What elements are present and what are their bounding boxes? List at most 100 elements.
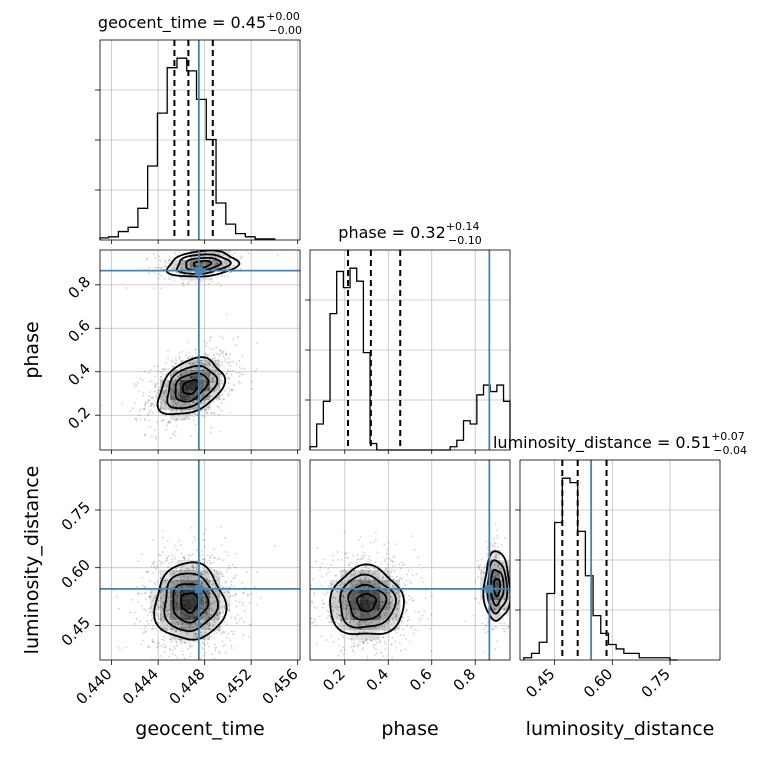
scatter-point bbox=[365, 565, 368, 568]
scatter-point bbox=[161, 373, 164, 376]
scatter-point bbox=[377, 609, 380, 612]
scatter-point bbox=[342, 646, 345, 649]
scatter-point bbox=[160, 605, 162, 608]
scatter-point bbox=[205, 623, 208, 625]
scatter-point bbox=[513, 571, 515, 573]
scatter-point bbox=[375, 641, 378, 644]
scatter-point bbox=[184, 617, 186, 620]
scatter-point bbox=[377, 606, 380, 609]
scatter-point bbox=[200, 572, 203, 575]
scatter-point bbox=[392, 619, 394, 622]
scatter-point bbox=[249, 623, 252, 626]
scatter-point bbox=[375, 604, 378, 606]
scatter-point bbox=[213, 262, 216, 265]
scatter-point bbox=[221, 609, 224, 612]
scatter-point bbox=[196, 382, 199, 385]
scatter-point bbox=[160, 605, 163, 608]
scatter-point bbox=[187, 602, 190, 605]
scatter-point bbox=[378, 585, 381, 588]
scatter-point bbox=[512, 593, 514, 595]
scatter-point bbox=[366, 641, 369, 644]
scatter-point bbox=[193, 412, 196, 415]
scatter-point bbox=[204, 571, 207, 574]
scatter-point bbox=[133, 611, 136, 614]
scatter-point bbox=[187, 386, 190, 389]
scatter-point bbox=[402, 628, 404, 631]
scatter-point bbox=[356, 616, 359, 618]
scatter-point bbox=[492, 628, 495, 631]
panel-frame-geocent_time-phase bbox=[99, 249, 301, 451]
scatter-point bbox=[497, 565, 500, 568]
scatter-point bbox=[165, 560, 168, 563]
scatter-point bbox=[219, 335, 222, 338]
scatter-point bbox=[405, 610, 408, 613]
scatter-point bbox=[400, 649, 403, 652]
scatter-point bbox=[233, 585, 236, 588]
scatter-point bbox=[340, 619, 343, 622]
scatter-point bbox=[344, 552, 347, 555]
scatter-point bbox=[392, 584, 395, 587]
scatter-point bbox=[178, 384, 181, 386]
scatter-point bbox=[374, 585, 377, 587]
scatter-point bbox=[142, 408, 145, 410]
scatter-point bbox=[344, 600, 347, 603]
scatter-point bbox=[184, 626, 187, 629]
density-cell bbox=[210, 570, 221, 581]
scatter-point bbox=[186, 386, 189, 388]
scatter-point bbox=[502, 562, 504, 564]
scatter-point bbox=[341, 595, 344, 598]
scatter-point bbox=[228, 377, 231, 379]
scatter-point bbox=[514, 555, 516, 557]
scatter-point bbox=[188, 626, 191, 628]
scatter-point bbox=[477, 575, 480, 578]
scatter-point bbox=[184, 384, 187, 386]
scatter-point bbox=[207, 390, 210, 392]
scatter-point bbox=[160, 597, 163, 600]
scatter-point bbox=[186, 601, 188, 604]
scatter-point bbox=[207, 616, 210, 619]
scatter-point bbox=[193, 616, 195, 619]
scatter-point bbox=[224, 607, 226, 609]
scatter-point bbox=[320, 562, 323, 565]
scatter-point bbox=[328, 621, 330, 624]
scatter-point bbox=[480, 571, 483, 574]
scatter-point bbox=[499, 614, 501, 616]
scatter-point bbox=[194, 367, 197, 370]
scatter-point bbox=[200, 396, 203, 398]
panel-frame-geocent_time-luminosity_distance bbox=[99, 459, 301, 661]
scatter-point bbox=[216, 669, 218, 671]
scatter-point bbox=[339, 614, 341, 616]
scatter-point bbox=[395, 591, 398, 594]
scatter-point bbox=[144, 625, 147, 628]
scatter-point bbox=[229, 370, 232, 372]
scatter-point bbox=[150, 565, 153, 568]
scatter-point bbox=[216, 261, 218, 264]
scatter-point bbox=[489, 599, 492, 602]
scatter-point bbox=[393, 578, 395, 581]
scatter-point bbox=[190, 389, 193, 391]
density-cell bbox=[490, 560, 501, 571]
scatter-point bbox=[195, 615, 198, 618]
scatter-point bbox=[240, 262, 243, 265]
scatter-point bbox=[495, 558, 497, 560]
scatter-point bbox=[163, 635, 166, 638]
scatter-point bbox=[341, 574, 344, 577]
scatter-point bbox=[209, 580, 211, 583]
scatter-point bbox=[195, 623, 198, 626]
scatter-point bbox=[213, 370, 216, 373]
scatter-point bbox=[206, 590, 209, 593]
scatter-point bbox=[373, 591, 376, 594]
scatter-point bbox=[350, 566, 353, 569]
scatter-point bbox=[228, 567, 231, 570]
scatter-point bbox=[192, 617, 195, 620]
scatter-point bbox=[372, 601, 375, 604]
scatter-point bbox=[195, 361, 198, 363]
scatter-point bbox=[174, 593, 177, 596]
scatter-point bbox=[203, 545, 205, 548]
scatter-point bbox=[219, 605, 221, 608]
scatter-point bbox=[379, 585, 382, 588]
scatter-point bbox=[200, 385, 203, 388]
scatter-point bbox=[402, 590, 405, 593]
scatter-point bbox=[472, 614, 475, 617]
scatter-point bbox=[199, 366, 202, 369]
